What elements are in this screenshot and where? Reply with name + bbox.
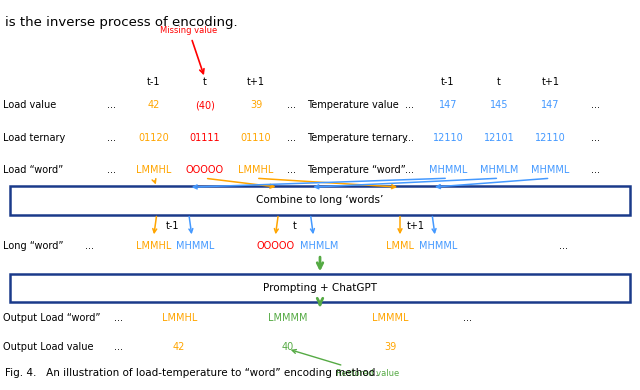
Text: Temperature “word”: Temperature “word” <box>307 165 406 175</box>
Text: t+1: t+1 <box>407 221 425 231</box>
Text: t-1: t-1 <box>147 77 161 87</box>
Text: MHMLM: MHMLM <box>480 165 518 175</box>
Text: Temperature value: Temperature value <box>307 100 399 110</box>
Text: ...: ... <box>405 165 414 175</box>
Text: ...: ... <box>463 313 472 323</box>
Text: Fig. 4.   An illustration of load-temperature to “word” encoding method.: Fig. 4. An illustration of load-temperat… <box>5 368 379 378</box>
Text: 12110: 12110 <box>433 133 463 144</box>
Text: Restored value: Restored value <box>292 349 399 378</box>
Text: 40: 40 <box>282 342 294 352</box>
Text: ...: ... <box>287 100 296 110</box>
Text: Output Load “word”: Output Load “word” <box>3 313 100 323</box>
Text: ...: ... <box>591 133 600 144</box>
Text: t+1: t+1 <box>541 77 559 87</box>
Text: 39: 39 <box>250 100 262 110</box>
Text: 147: 147 <box>541 100 559 110</box>
Text: ...: ... <box>559 241 568 251</box>
Text: Temperature ternary: Temperature ternary <box>307 133 408 144</box>
Text: MHMML: MHMML <box>429 165 467 175</box>
Text: MHMML: MHMML <box>419 241 458 251</box>
Text: Load value: Load value <box>3 100 56 110</box>
Text: ...: ... <box>405 100 414 110</box>
Text: Missing value: Missing value <box>160 26 218 74</box>
FancyBboxPatch shape <box>10 274 630 302</box>
Text: t-1: t-1 <box>166 221 180 231</box>
Text: ...: ... <box>405 133 414 144</box>
Text: ...: ... <box>108 100 116 110</box>
Text: 145: 145 <box>490 100 508 110</box>
Text: Load “word”: Load “word” <box>3 165 63 175</box>
Text: MHMML: MHMML <box>531 165 570 175</box>
Text: LMMHL: LMMHL <box>136 165 172 175</box>
Text: LMMML: LMMML <box>372 313 409 323</box>
Text: t: t <box>497 77 501 87</box>
Text: LMMMM: LMMMM <box>268 313 308 323</box>
Text: MHMML: MHMML <box>176 241 214 251</box>
Text: Load ternary: Load ternary <box>3 133 65 144</box>
Text: 39: 39 <box>384 342 397 352</box>
Text: t: t <box>203 77 207 87</box>
Text: ...: ... <box>591 165 600 175</box>
Text: Long “word”: Long “word” <box>3 241 64 251</box>
Text: 147: 147 <box>439 100 457 110</box>
Text: LMMHL: LMMHL <box>238 165 274 175</box>
Text: LMML: LMML <box>386 241 414 251</box>
Text: 01111: 01111 <box>189 133 220 144</box>
Text: 42: 42 <box>173 342 186 352</box>
Text: Output Load value: Output Load value <box>3 342 93 352</box>
Text: ...: ... <box>114 342 123 352</box>
Text: OOOOO: OOOOO <box>256 241 294 251</box>
Text: MHMLM: MHMLM <box>300 241 338 251</box>
Text: ...: ... <box>108 133 116 144</box>
Text: ...: ... <box>287 165 296 175</box>
Text: LMMHL: LMMHL <box>161 313 197 323</box>
Text: 01110: 01110 <box>241 133 271 144</box>
Text: 12110: 12110 <box>535 133 566 144</box>
Text: is the inverse process of encoding.: is the inverse process of encoding. <box>5 16 237 28</box>
Text: ...: ... <box>591 100 600 110</box>
Text: 12101: 12101 <box>484 133 515 144</box>
Text: 01120: 01120 <box>138 133 169 144</box>
Text: t+1: t+1 <box>247 77 265 87</box>
Text: OOOOO: OOOOO <box>186 165 224 175</box>
Text: ...: ... <box>108 165 116 175</box>
Text: t-1: t-1 <box>441 77 455 87</box>
Text: 42: 42 <box>147 100 160 110</box>
FancyBboxPatch shape <box>10 186 630 214</box>
Text: (40): (40) <box>195 100 215 110</box>
Text: ...: ... <box>85 241 94 251</box>
Text: ...: ... <box>114 313 123 323</box>
Text: t: t <box>292 221 296 231</box>
Text: ...: ... <box>287 133 296 144</box>
Text: LMMHL: LMMHL <box>136 241 172 251</box>
Text: Prompting + ChatGPT: Prompting + ChatGPT <box>263 283 377 293</box>
Text: Combine to long ‘words’: Combine to long ‘words’ <box>256 195 384 206</box>
